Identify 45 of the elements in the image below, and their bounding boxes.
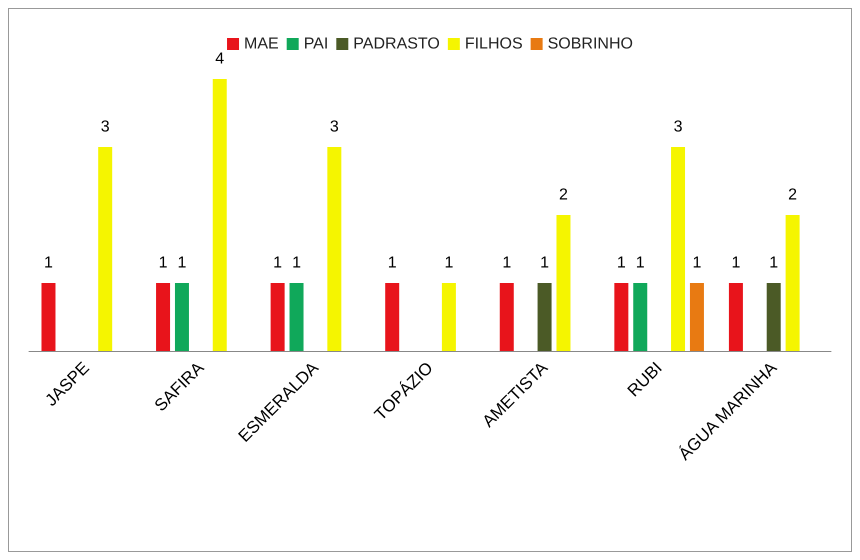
bar xyxy=(538,283,552,351)
bar xyxy=(41,283,56,351)
data-label: 1 xyxy=(540,254,550,272)
data-label: 1 xyxy=(636,254,645,272)
bar xyxy=(174,283,189,351)
bar xyxy=(442,283,456,351)
bar xyxy=(327,147,342,351)
bar xyxy=(500,283,514,351)
data-label: 1 xyxy=(502,254,512,272)
data-label: 1 xyxy=(731,254,740,272)
bar xyxy=(633,283,648,351)
bar xyxy=(690,283,704,351)
data-label: 1 xyxy=(158,254,168,272)
data-label: 4 xyxy=(215,50,224,68)
legend-label: FILHOS xyxy=(464,36,523,52)
data-label: 1 xyxy=(178,254,187,272)
data-label: 1 xyxy=(769,254,778,272)
legend-label: PAI xyxy=(304,36,328,52)
bar xyxy=(385,283,400,351)
data-label: 1 xyxy=(692,254,702,272)
data-label: 1 xyxy=(388,254,397,272)
data-label: 1 xyxy=(44,254,54,272)
bar xyxy=(766,283,781,351)
bar xyxy=(212,79,227,351)
data-label: 2 xyxy=(788,186,798,204)
bar xyxy=(671,147,686,351)
data-label: 1 xyxy=(444,254,454,272)
data-label: 1 xyxy=(616,254,626,272)
legend-label: PADRASTO xyxy=(353,36,440,52)
bar xyxy=(556,215,570,351)
data-label: 3 xyxy=(330,118,339,136)
legend-label: MAE xyxy=(244,36,279,52)
data-label: 1 xyxy=(273,254,282,272)
bar xyxy=(786,215,800,351)
data-label: 3 xyxy=(100,118,110,136)
bar xyxy=(270,283,285,351)
data-label: 1 xyxy=(292,254,302,272)
bar xyxy=(614,283,628,351)
data-label: 2 xyxy=(559,186,568,204)
bar xyxy=(156,283,170,351)
legend-label: SOBRINHO xyxy=(548,36,633,52)
data-label: 3 xyxy=(674,118,683,136)
bar xyxy=(290,283,304,351)
bar xyxy=(728,283,743,351)
bar xyxy=(98,147,112,351)
